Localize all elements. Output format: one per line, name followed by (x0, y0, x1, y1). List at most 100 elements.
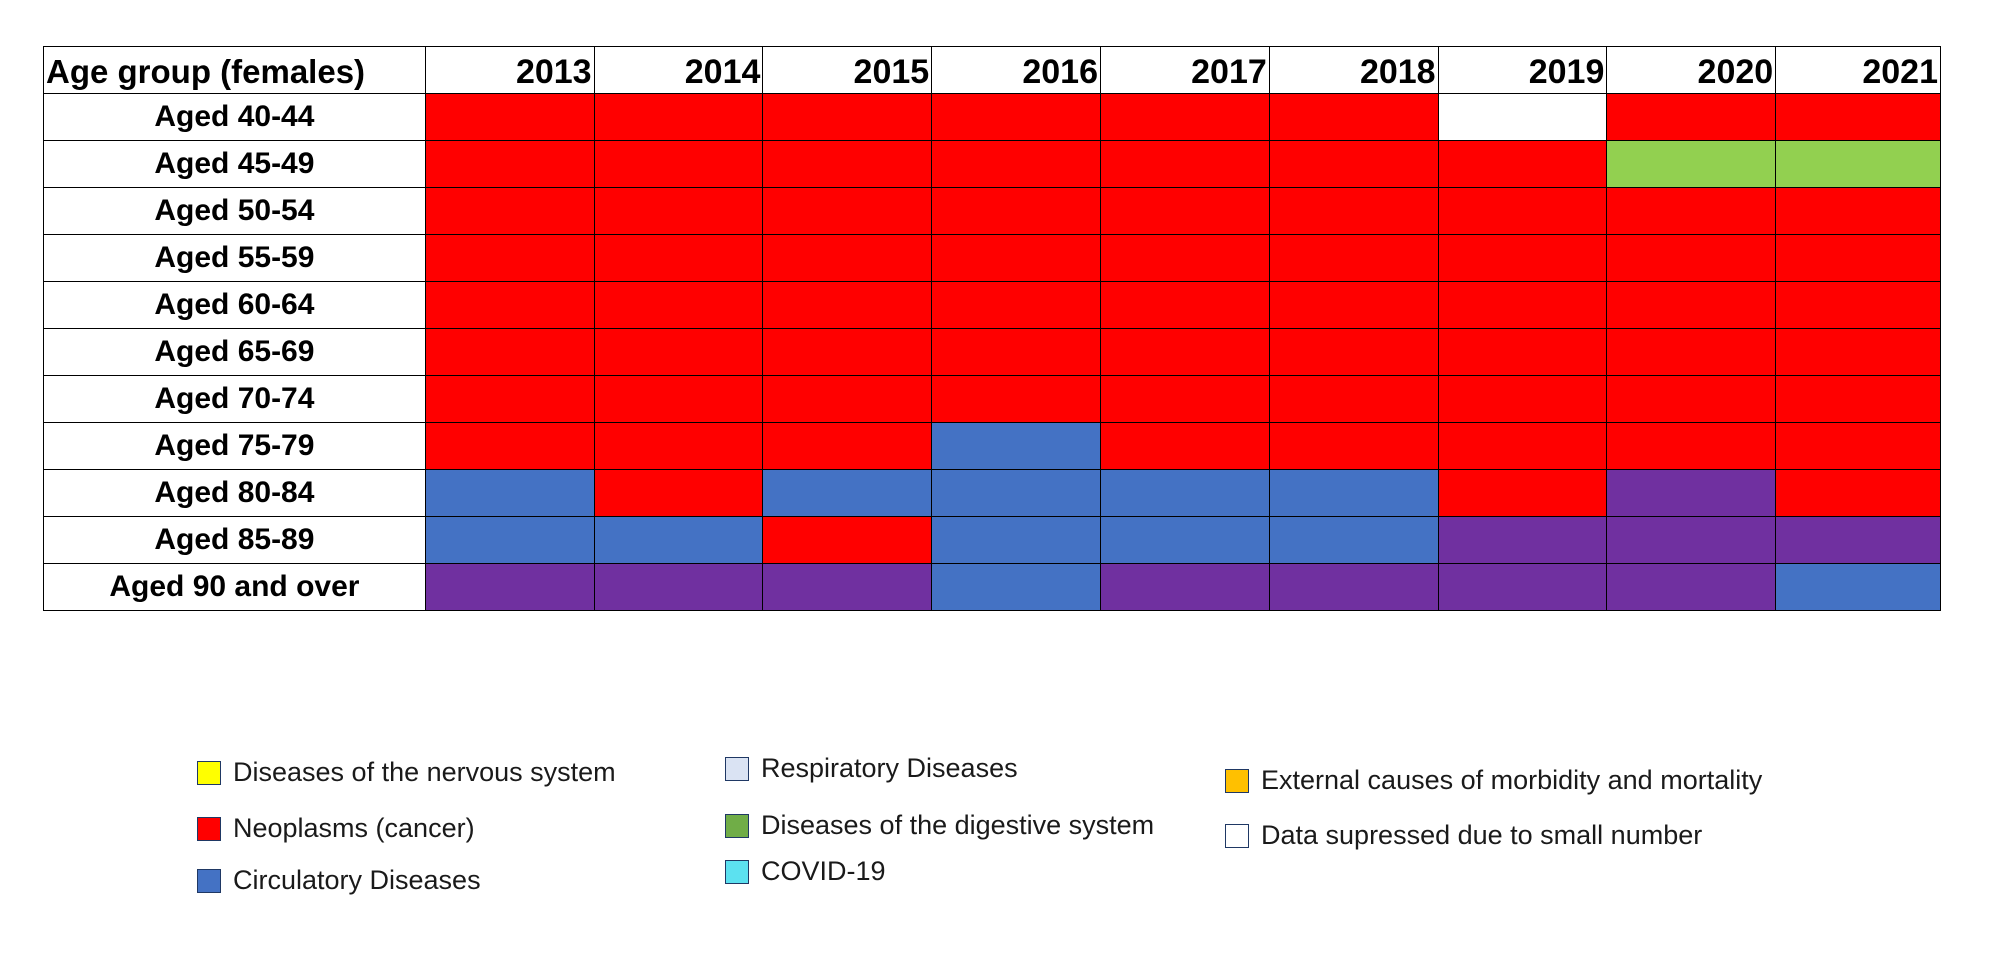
cell-neoplasms-2017 (1099, 140, 1270, 188)
cell-neoplasms-2021 (1775, 234, 1941, 282)
cell-neoplasms-2015 (762, 281, 933, 329)
cell-neoplasms-2021 (1775, 328, 1941, 376)
table-row: Aged 65-69 (43, 328, 1941, 376)
year-header-2020: 2020 (1606, 46, 1777, 94)
cell-circulatory-2018 (1268, 516, 1439, 564)
cell-dementia-2021 (1775, 516, 1941, 564)
age-group-label: Aged 55-59 (43, 234, 426, 282)
age-group-label: Aged 40-44 (43, 93, 426, 141)
cell-circulatory-2021 (1775, 563, 1941, 611)
cell-neoplasms-2017 (1099, 234, 1270, 282)
cell-circulatory-2016 (931, 469, 1101, 517)
cell-circulatory-2017 (1099, 469, 1270, 517)
cell-suppressed-2019 (1437, 93, 1608, 141)
legend-label: Neoplasms (cancer) (233, 813, 475, 843)
age-group-label: Aged 50-54 (43, 187, 426, 235)
header-row: Age group (females) 2013 2014 2015 2016 2017… (43, 46, 1941, 94)
table-row: Aged 55-59 (43, 234, 1941, 282)
cell-circulatory-2016 (931, 516, 1101, 564)
cell-neoplasms-2017 (1099, 281, 1270, 329)
age-group-label: Aged 70-74 (43, 375, 426, 423)
cell-neoplasms-2017 (1099, 375, 1270, 423)
cell-neoplasms-2013 (424, 93, 595, 141)
cell-neoplasms-2016 (931, 375, 1101, 423)
legend-swatch (1225, 823, 1249, 848)
cell-neoplasms-2016 (931, 328, 1101, 376)
cell-neoplasms-2015 (762, 234, 933, 282)
cell-neoplasms-2017 (1099, 187, 1270, 235)
legend-label: Diseases of the nervous system (233, 757, 616, 787)
cell-neoplasms-2014 (593, 281, 764, 329)
cell-neoplasms-2020 (1606, 187, 1777, 235)
cell-neoplasms-2014 (593, 422, 764, 470)
cell-neoplasms-2021 (1775, 281, 1941, 329)
legend-swatch (1225, 768, 1249, 793)
table-row: Aged 40-44 (43, 93, 1941, 141)
legend-swatch (197, 868, 221, 893)
year-header-2013: 2013 (424, 46, 595, 94)
cell-neoplasms-2014 (593, 140, 764, 188)
cell-neoplasms-2013 (424, 375, 595, 423)
legend-swatch (725, 859, 749, 884)
age-group-label: Aged 90 and over (43, 563, 426, 611)
cell-neoplasms-2014 (593, 469, 764, 517)
table-body: Aged 40-44 Aged 45-49 Aged 50-54 Aged 55-59… (43, 93, 1941, 611)
cell-neoplasms-2018 (1268, 328, 1439, 376)
corner-label: Age group (females) (43, 46, 426, 94)
legend-label: Diseases of the digestive system (761, 810, 1155, 840)
year-header-2019: 2019 (1437, 46, 1608, 94)
cell-neoplasms-2020 (1606, 422, 1777, 470)
legend-item-nervous: Diseases of the nervous system (197, 757, 616, 788)
cell-circulatory-2014 (593, 516, 764, 564)
table-row: Aged 50-54 (43, 187, 1941, 235)
cell-neoplasms-2018 (1268, 140, 1439, 188)
cell-circulatory-2013 (424, 469, 595, 517)
cell-dementia-2020 (1606, 563, 1777, 611)
cell-circulatory-2018 (1268, 469, 1439, 517)
cell-neoplasms-2015 (762, 187, 933, 235)
cell-neoplasms-2017 (1099, 93, 1270, 141)
cell-neoplasms-2013 (424, 187, 595, 235)
cell-circulatory-2017 (1099, 516, 1270, 564)
cell-neoplasms-2018 (1268, 187, 1439, 235)
cell-dementia-2019 (1437, 563, 1608, 611)
cell-neoplasms-2014 (593, 234, 764, 282)
cell-neoplasms-2019 (1437, 375, 1608, 423)
legend-item-neoplasms: Neoplasms (cancer) (197, 813, 475, 844)
cell-dementia-2015 (762, 563, 933, 611)
legend-item-circulatory: Circulatory Diseases (197, 865, 481, 896)
legend-swatch (197, 816, 221, 841)
cell-dementia-2020 (1606, 469, 1777, 517)
cell-dementia-2020 (1606, 516, 1777, 564)
cell-neoplasms-2021 (1775, 375, 1941, 423)
year-header-2018: 2018 (1268, 46, 1439, 94)
cell-neoplasms-2016 (931, 93, 1101, 141)
table-row: Aged 90 and over (43, 563, 1941, 611)
cell-neoplasms-2019 (1437, 422, 1608, 470)
cell-neoplasms-2021 (1775, 469, 1941, 517)
cell-dementia-2019 (1437, 516, 1608, 564)
legend-label: COVID-19 (761, 856, 886, 886)
cell-dementia-2013 (424, 563, 595, 611)
cell-neoplasms-2018 (1268, 375, 1439, 423)
cell-neoplasms-2021 (1775, 187, 1941, 235)
table-row: Aged 70-74 (43, 375, 1941, 423)
cell-circulatory-2016 (931, 422, 1101, 470)
cell-circulatory-2013 (424, 516, 595, 564)
cell-neoplasms-2021 (1775, 93, 1941, 141)
legend-label: Respiratory Diseases (761, 753, 1018, 783)
cell-neoplasms-2013 (424, 281, 595, 329)
cell-neoplasms-2019 (1437, 187, 1608, 235)
cell-circulatory-2016 (931, 563, 1101, 611)
cell-neoplasms-2015 (762, 93, 933, 141)
age-group-label: Aged 85-89 (43, 516, 426, 564)
legend-item-suppressed: Data supressed due to small number (1225, 820, 1702, 851)
legend-swatch (197, 760, 221, 785)
legend-item-digestive_legend: Diseases of the digestive system (725, 810, 1154, 841)
cell-digestive-2020 (1606, 140, 1777, 188)
legend-swatch (725, 813, 749, 838)
table-row: Aged 75-79 (43, 422, 1941, 470)
cell-neoplasms-2014 (593, 328, 764, 376)
cell-neoplasms-2019 (1437, 281, 1608, 329)
cell-neoplasms-2015 (762, 140, 933, 188)
